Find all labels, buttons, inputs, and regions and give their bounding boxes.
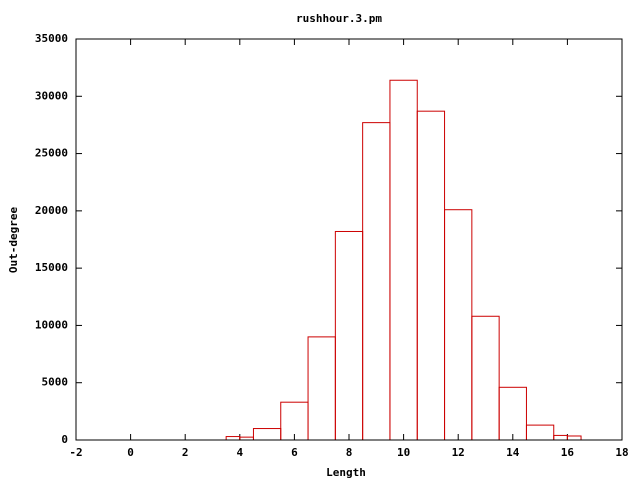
x-tick-label: 16	[561, 446, 575, 459]
y-tick-label: 15000	[35, 261, 68, 274]
bar	[444, 209, 473, 441]
x-tick-label: 2	[182, 446, 189, 459]
y-tick-label: 0	[61, 433, 68, 446]
bar	[389, 79, 418, 441]
y-tick-label: 35000	[35, 32, 68, 45]
x-tick-label: 10	[397, 446, 410, 459]
bar	[553, 434, 568, 441]
x-tick-label: 8	[346, 446, 353, 459]
bar	[334, 230, 364, 441]
x-tick-label: 18	[615, 446, 628, 459]
chart-title: rushhour.3.pm	[296, 12, 382, 25]
x-tick-label: 12	[452, 446, 465, 459]
x-tick-label: 14	[506, 446, 520, 459]
x-tick-label: -2	[69, 446, 82, 459]
y-tick-label: 5000	[42, 376, 69, 389]
x-tick-label: 4	[236, 446, 243, 459]
bar	[498, 386, 527, 441]
bar	[416, 110, 446, 441]
x-tick-label: 0	[127, 446, 134, 459]
y-axis-label: Out-degree	[7, 207, 20, 274]
y-tick-label: 20000	[35, 204, 68, 217]
bar	[307, 336, 336, 441]
y-tick-label: 30000	[35, 89, 68, 102]
plot-frame	[75, 38, 623, 441]
x-axis-label: Length	[326, 466, 366, 479]
x-tick-label: 6	[291, 446, 298, 459]
y-tick-label: 25000	[35, 147, 68, 160]
bar	[525, 424, 555, 441]
bar	[471, 315, 500, 441]
y-tick-label: 10000	[35, 318, 68, 331]
bar	[362, 122, 391, 441]
bar	[252, 428, 282, 441]
bar	[225, 436, 241, 441]
bar	[566, 435, 582, 441]
